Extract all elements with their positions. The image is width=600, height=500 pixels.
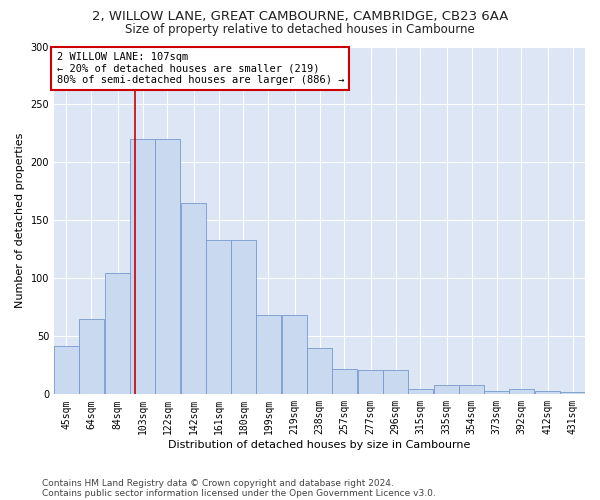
Bar — [54, 346, 79, 395]
Bar — [408, 388, 433, 394]
Bar — [105, 272, 130, 394]
Bar — [560, 392, 585, 394]
Bar — [509, 388, 534, 394]
Text: Contains public sector information licensed under the Open Government Licence v3: Contains public sector information licen… — [42, 488, 436, 498]
Text: 2, WILLOW LANE, GREAT CAMBOURNE, CAMBRIDGE, CB23 6AA: 2, WILLOW LANE, GREAT CAMBOURNE, CAMBRID… — [92, 10, 508, 23]
Text: Size of property relative to detached houses in Cambourne: Size of property relative to detached ho… — [125, 22, 475, 36]
Bar — [155, 140, 180, 394]
Bar — [231, 240, 256, 394]
Bar — [459, 385, 484, 394]
Bar — [434, 385, 459, 394]
Bar — [206, 240, 231, 394]
Bar — [282, 316, 307, 394]
Bar — [130, 140, 155, 394]
Bar — [332, 369, 357, 394]
Bar — [256, 316, 281, 394]
Bar — [181, 203, 206, 394]
Bar — [307, 348, 332, 395]
Bar — [79, 319, 104, 394]
X-axis label: Distribution of detached houses by size in Cambourne: Distribution of detached houses by size … — [169, 440, 471, 450]
Bar — [358, 370, 383, 394]
Text: 2 WILLOW LANE: 107sqm
← 20% of detached houses are smaller (219)
80% of semi-det: 2 WILLOW LANE: 107sqm ← 20% of detached … — [56, 52, 344, 85]
Bar — [484, 391, 509, 394]
Y-axis label: Number of detached properties: Number of detached properties — [15, 132, 25, 308]
Text: Contains HM Land Registry data © Crown copyright and database right 2024.: Contains HM Land Registry data © Crown c… — [42, 478, 394, 488]
Bar — [535, 391, 560, 394]
Bar — [383, 370, 408, 394]
